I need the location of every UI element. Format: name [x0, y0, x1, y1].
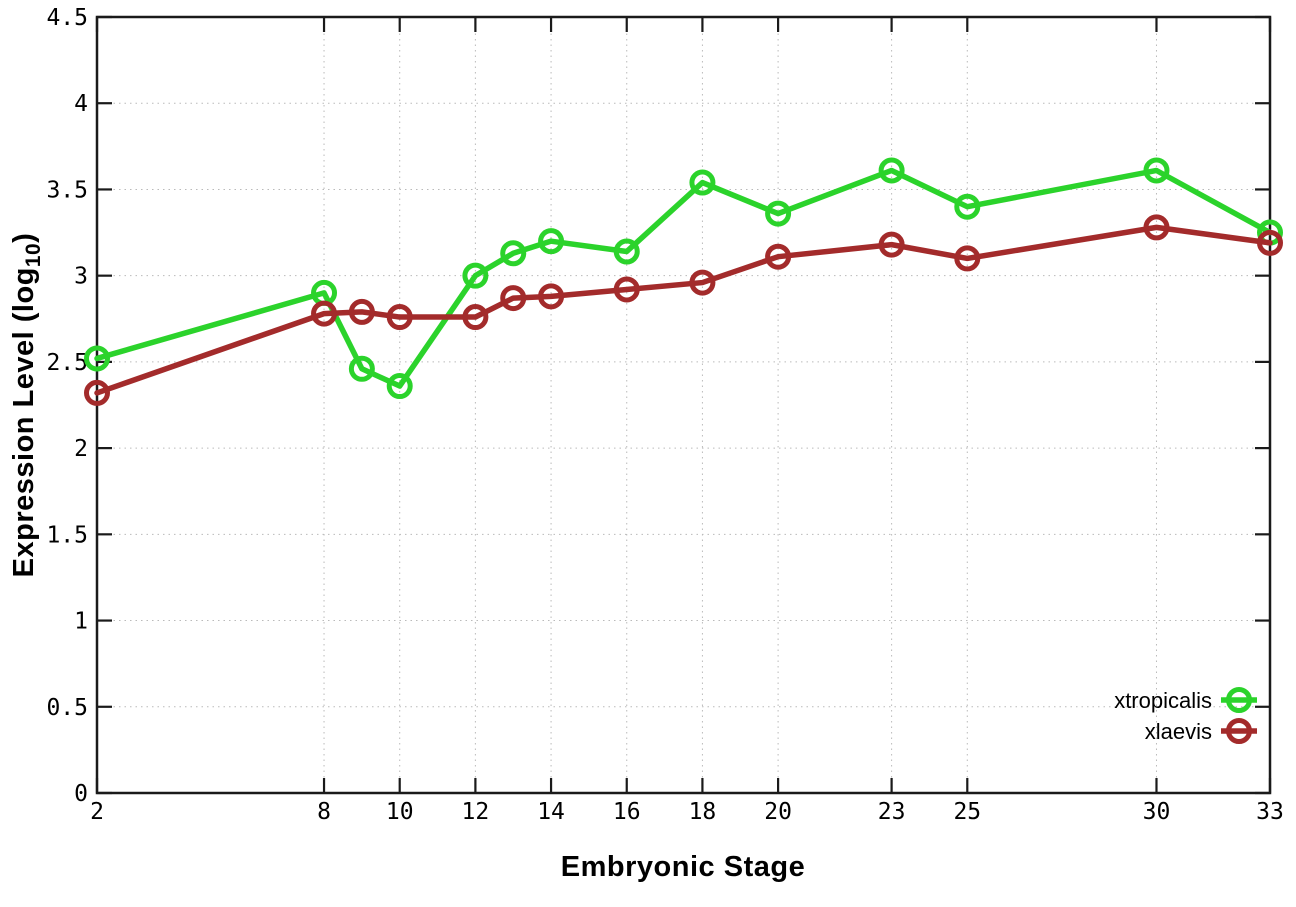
- legend-label-xlaevis: xlaevis: [1145, 719, 1212, 744]
- x-tick-label-12: 12: [462, 799, 490, 825]
- data-point-xtropicalis-stage-13: [500, 240, 527, 267]
- x-tick-label-20: 20: [764, 799, 792, 825]
- y-tick-label-4: 4: [74, 91, 88, 117]
- series-xlaevis: [84, 214, 1283, 406]
- x-tick-label-8: 8: [317, 799, 331, 825]
- x-tick-label-33: 33: [1256, 799, 1284, 825]
- y-axis-title-close: ): [8, 232, 41, 243]
- data-point-xtropicalis-stage-30: [1143, 157, 1170, 184]
- data-point-xlaevis-stage-25: [954, 245, 981, 272]
- x-tick-label-25: 25: [953, 799, 981, 825]
- y-tick-label-3: 3: [74, 264, 88, 290]
- data-point-xlaevis-stage-18: [689, 269, 716, 296]
- data-point-xlaevis-stage-2: [84, 379, 110, 406]
- y-axis-title: Expression Level (log10): [8, 233, 46, 578]
- y-axis-title-subscript: 10: [21, 242, 45, 268]
- data-point-xtropicalis-stage-25: [954, 193, 981, 220]
- x-tick-labels: 2 8 10 12 14 16 18 20 23 25 30 33: [90, 799, 1284, 825]
- gridlines: [96, 16, 1271, 794]
- y-tick-label-0-5: 0.5: [46, 695, 88, 721]
- data-point-xlaevis-stage-10: [386, 304, 413, 331]
- x-tick-label-18: 18: [689, 799, 717, 825]
- y-tick-label-1: 1: [74, 609, 88, 635]
- data-point-xlaevis-stage-8: [311, 300, 338, 327]
- data-point-xtropicalis-stage-23: [878, 157, 905, 184]
- y-tick-label-2: 2: [74, 436, 88, 462]
- y-tick-label-0: 0: [74, 781, 88, 807]
- y-tick-label-3-5: 3.5: [46, 177, 88, 203]
- data-point-xlaevis-stage-33: [1257, 229, 1283, 256]
- legend: xtropicalis xlaevis: [1114, 687, 1257, 744]
- data-point-xtropicalis-stage-10: [386, 373, 413, 400]
- y-axis-title-text: Expression Level (log: [8, 267, 41, 578]
- x-tick-label-10: 10: [386, 799, 414, 825]
- x-tick-label-2: 2: [90, 799, 104, 825]
- plot-border: [95, 15, 1272, 795]
- y-tick-label-2-5: 2.5: [46, 350, 88, 376]
- data-point-xlaevis-stage-12: [462, 304, 489, 331]
- legend-label-xtropicalis: xtropicalis: [1114, 688, 1212, 713]
- data-point-xlaevis-stage-23: [878, 231, 905, 258]
- y-tick-labels: 0 0.5 1 1.5 2 2.5 3 3.5 4 4.5: [46, 5, 88, 807]
- data-point-xlaevis-stage-30: [1143, 214, 1170, 241]
- data-point-xtropicalis-stage-9: [348, 355, 375, 382]
- x-tick-label-14: 14: [537, 799, 565, 825]
- data-point-xtropicalis-stage-20: [765, 200, 792, 227]
- data-point-xlaevis-stage-9: [348, 298, 375, 325]
- x-tick-label-16: 16: [613, 799, 641, 825]
- y-tick-label-1-5: 1.5: [46, 522, 88, 548]
- series-line-xtropicalis: [94, 167, 1273, 389]
- data-point-xlaevis-stage-16: [613, 276, 640, 303]
- data-point-xlaevis-stage-20: [765, 243, 792, 270]
- data-point-xtropicalis-stage-18: [689, 169, 716, 196]
- data-point-xtropicalis-stage-12: [462, 262, 489, 289]
- x-axis-title: Embryonic Stage: [560, 851, 806, 883]
- axis-ticks: [95, 15, 1272, 795]
- data-point-xlaevis-stage-14: [538, 283, 565, 310]
- legend-marker-xtropicalis: [1226, 687, 1252, 713]
- series-xtropicalis: [84, 157, 1283, 400]
- y-tick-label-4-5: 4.5: [46, 5, 88, 31]
- data-point-xlaevis-stage-13: [500, 285, 527, 312]
- x-tick-label-30: 30: [1143, 799, 1171, 825]
- x-tick-label-23: 23: [878, 799, 906, 825]
- data-point-xtropicalis-stage-16: [613, 238, 640, 265]
- data-point-xtropicalis-stage-14: [538, 228, 565, 255]
- data-point-xtropicalis-stage-2: [84, 345, 110, 372]
- legend-marker-xlaevis: [1226, 718, 1252, 744]
